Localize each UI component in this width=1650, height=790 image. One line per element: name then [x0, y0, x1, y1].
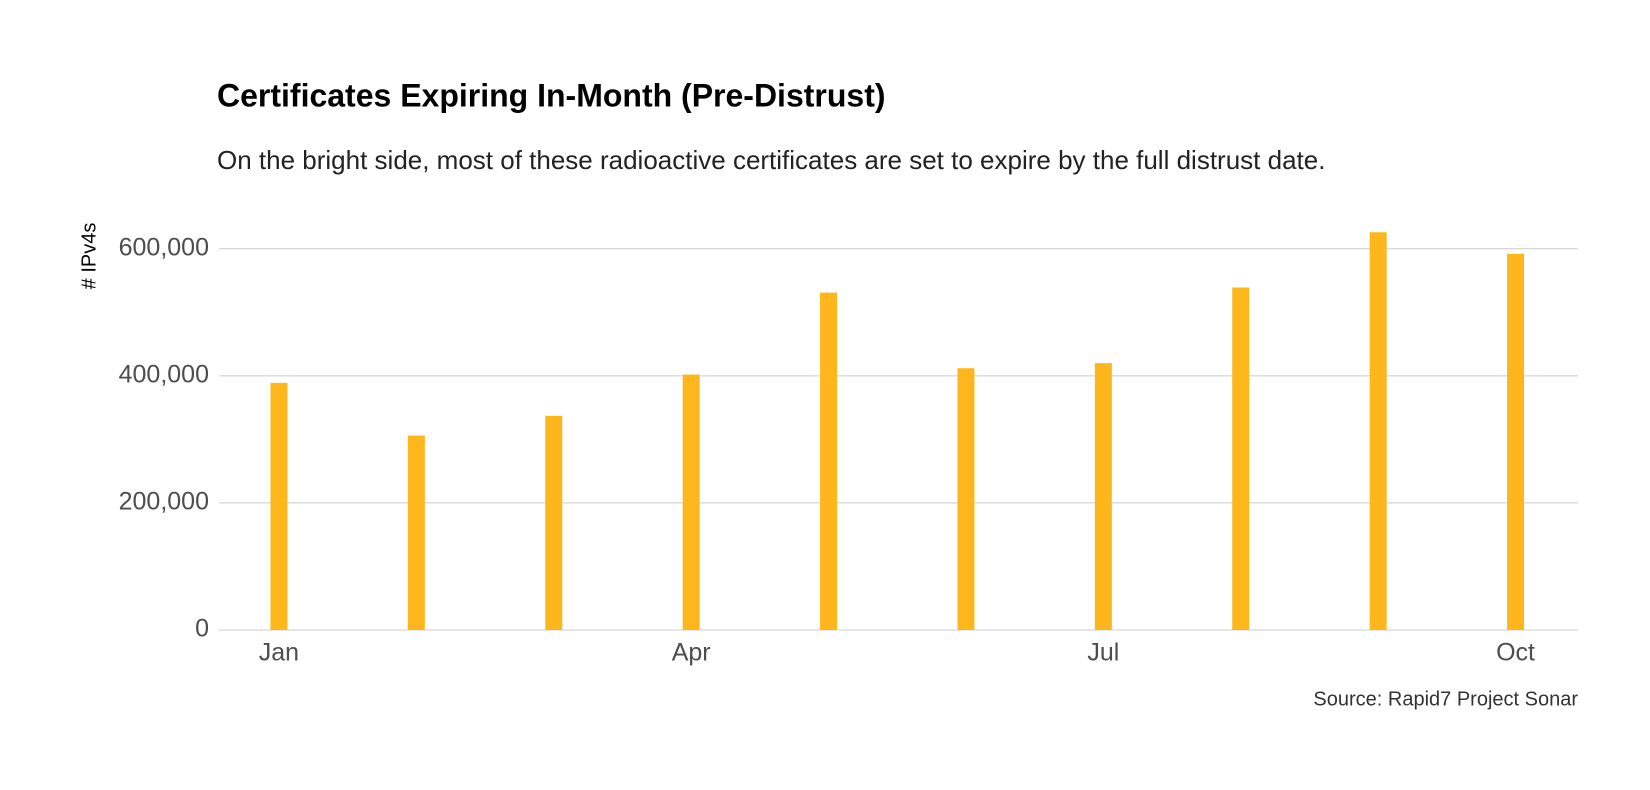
y-axis-label: # IPv4s	[78, 223, 100, 290]
bar	[1507, 253, 1525, 631]
bar	[545, 415, 563, 630]
bar	[407, 435, 425, 630]
x-tick-label: Jan	[259, 639, 299, 667]
bar	[1369, 232, 1387, 630]
bar	[1232, 287, 1250, 630]
x-tick-label: Oct	[1496, 639, 1535, 667]
x-tick-label: Apr	[672, 639, 711, 667]
bar	[820, 292, 838, 630]
bar	[270, 382, 288, 630]
chart-subtitle: On the bright side, most of these radioa…	[217, 145, 1325, 175]
x-tick-label: Jul	[1087, 639, 1119, 667]
y-tick-label: 0	[195, 615, 209, 643]
bar	[957, 368, 975, 630]
bar	[682, 374, 700, 630]
y-tick-label: 400,000	[119, 360, 209, 388]
chart-title: Certificates Expiring In-Month (Pre-Dist…	[217, 77, 886, 113]
y-tick-label: 200,000	[119, 488, 209, 516]
bar	[1094, 363, 1112, 630]
source-note: Source: Rapid7 Project Sonar	[1313, 688, 1578, 710]
y-tick-label: 600,000	[119, 233, 209, 261]
